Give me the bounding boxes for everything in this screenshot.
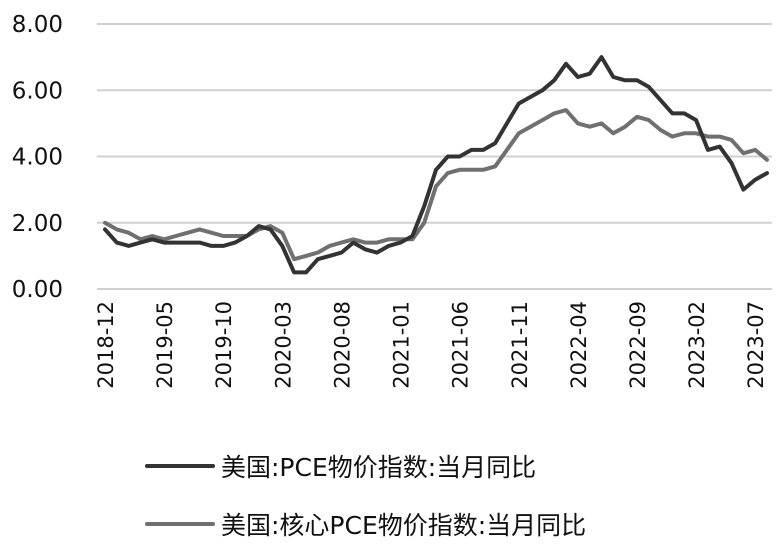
x-tick-label: 2021-11: [508, 301, 532, 389]
core-pce-yoy-line: [103, 108, 769, 262]
legend-line-swatch-icon: [145, 464, 215, 468]
data-series: [103, 55, 769, 275]
gridlines: [97, 23, 772, 290]
y-axis-tick-labels: 0.00 2.00 4.00 6.00 8.00: [12, 12, 63, 303]
legend-label: 美国:PCE物价指数:当月同比: [221, 453, 537, 482]
legend-item-pce: 美国:PCE物价指数:当月同比: [145, 448, 536, 484]
x-tick-label: 2022-04: [567, 301, 591, 389]
x-tick-label: 2019-05: [153, 301, 177, 389]
x-tick-label: 2018-12: [94, 301, 118, 389]
x-tick-label: 2023-02: [685, 301, 709, 389]
x-tick-label: 2019-10: [212, 301, 236, 389]
legend-item-core-pce: 美国:核心PCE物价指数:当月同比: [145, 506, 586, 542]
x-tick-label: 2020-03: [271, 301, 295, 389]
x-axis-tick-labels: 2018-12 2019-05 2019-10 2020-03 2020-08 2021-…: [94, 301, 768, 389]
y-tick-label: 2.00: [12, 211, 63, 237]
y-tick-label: 8.00: [12, 12, 63, 38]
pce-yoy-line: [103, 55, 769, 275]
y-tick-label: 0.00: [12, 277, 63, 303]
x-tick-label: 2023-07: [744, 301, 768, 389]
legend-line-swatch-icon: [145, 522, 215, 526]
legend-label: 美国:核心PCE物价指数:当月同比: [221, 511, 587, 540]
y-tick-label: 4.00: [12, 145, 63, 171]
y-tick-label: 6.00: [12, 78, 63, 104]
x-tick-label: 2021-06: [449, 301, 473, 389]
x-tick-label: 2021-01: [390, 301, 414, 389]
x-tick-label: 2020-08: [330, 301, 354, 389]
x-tick-label: 2022-09: [626, 301, 650, 389]
